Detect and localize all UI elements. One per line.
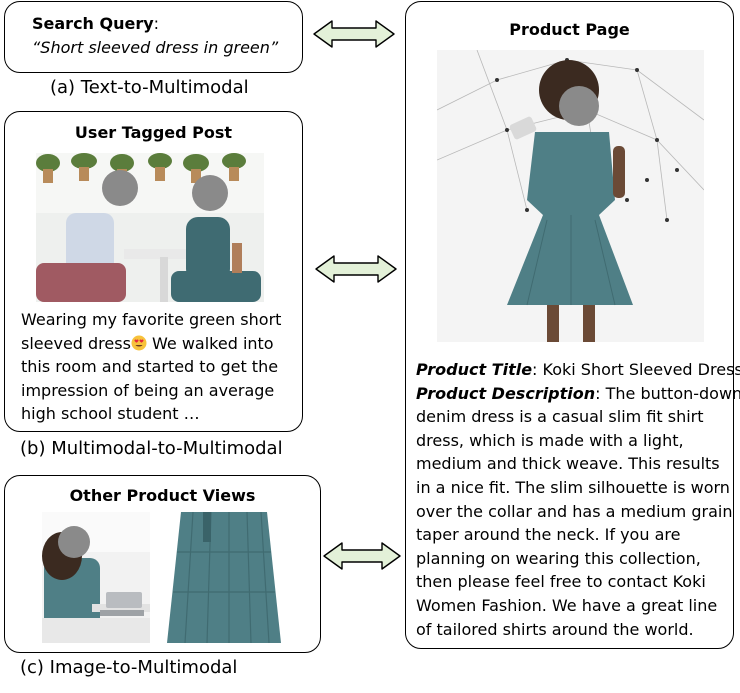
product-title-value: : Koki Short Sleeved Dress bbox=[532, 360, 740, 379]
search-query-heading: Search Query: bbox=[32, 14, 159, 33]
smiling-heart-eyes-emoji bbox=[131, 335, 147, 351]
product-title-label: Product Title bbox=[416, 360, 533, 379]
product-desc-line-11: of tailored shirts around the world. bbox=[416, 619, 694, 639]
product-desc-line-9: then please feel free to contact Koki bbox=[416, 572, 706, 592]
product-desc-line-6: over the collar and has a medium grain bbox=[416, 501, 733, 521]
product-view-photo-skirt-closeup bbox=[163, 512, 285, 643]
search-query-box: Search Query: “Short sleeved dress in gr… bbox=[4, 1, 303, 73]
user-tagged-post-title: User Tagged Post bbox=[74, 123, 233, 142]
user-post-text: Wearing my favorite green short sleeved … bbox=[21, 308, 281, 426]
double-arrow-icon bbox=[323, 542, 401, 570]
product-main-photo bbox=[437, 50, 704, 342]
product-desc-line-10: Women Fashion. We have a great line bbox=[416, 595, 718, 615]
post-line-2-rest: We walked into bbox=[146, 333, 274, 353]
product-desc-line-5: in a nice fit. The slim silhouette is wo… bbox=[416, 477, 730, 497]
product-desc-line-4: medium and thick weave. This results bbox=[416, 454, 720, 474]
post-line-2-text: sleeved dress bbox=[21, 333, 131, 353]
product-page-title: Product Page bbox=[509, 20, 630, 39]
post-line-3: this room and started to get the bbox=[21, 357, 279, 377]
product-desc-line-3: dress, which is made with a light, bbox=[416, 430, 684, 450]
double-arrow-icon bbox=[315, 255, 397, 283]
double-arrow-icon bbox=[313, 20, 395, 48]
user-post-photo bbox=[36, 153, 264, 302]
post-line-5: high school student … bbox=[21, 404, 200, 424]
product-desc-line-1-text: : The button-down bbox=[595, 383, 740, 403]
post-line-1: Wearing my favorite green short bbox=[21, 310, 282, 329]
product-desc-line-7: taper around the neck. If you are bbox=[416, 525, 681, 545]
product-desc-line-8: planning on wearing this collection, bbox=[416, 548, 701, 568]
product-title-line: Product Title: Koki Short Sleeved Dress bbox=[416, 358, 740, 382]
product-desc-line-2: denim dress is a casual slim fit shirt bbox=[416, 407, 704, 427]
other-product-views-title: Other Product Views bbox=[69, 486, 256, 505]
caption-b: (b) Multimodal-to-Multimodal bbox=[20, 438, 283, 459]
post-line-4: impression of being an average bbox=[21, 380, 275, 400]
product-view-photo-laptop bbox=[42, 512, 150, 643]
caption-c: (c) Image-to-Multimodal bbox=[20, 657, 238, 678]
search-query-text: “Short sleeved dress in green” bbox=[32, 38, 279, 57]
caption-a: (a) Text-to-Multimodal bbox=[50, 77, 249, 98]
product-desc-label: Product Description bbox=[416, 383, 596, 403]
product-description-text: Product Title: Koki Short Sleeved Dress … bbox=[416, 358, 740, 641]
search-query-label: Search Query bbox=[32, 14, 154, 33]
product-desc-line-1: Product Description: The button-down bbox=[416, 382, 740, 406]
search-query-colon: : bbox=[153, 14, 160, 33]
post-line-2: sleeved dress We walked into bbox=[21, 332, 281, 356]
